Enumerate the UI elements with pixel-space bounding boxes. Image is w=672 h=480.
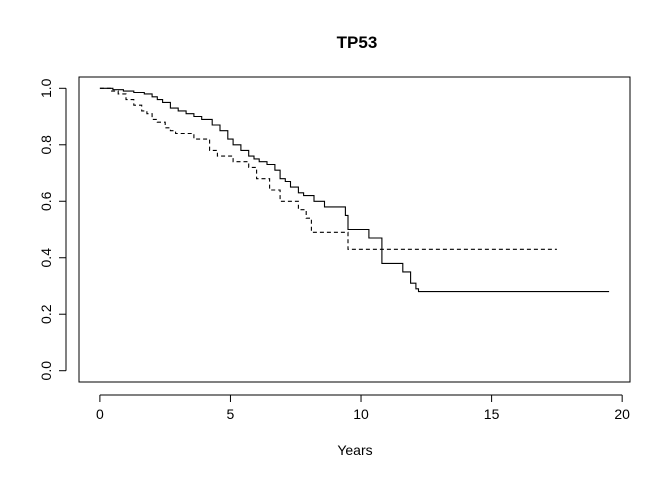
x-axis: 0 5 10 15 20 (96, 394, 630, 422)
y-tick-label: 0.2 (38, 304, 54, 324)
x-tick-label: 10 (353, 406, 369, 422)
survival-curve-solid (99, 87, 610, 293)
x-tick-label: 5 (227, 406, 235, 422)
series-layer (99, 87, 610, 293)
y-tick-label: 1.0 (38, 78, 54, 98)
y-tick-label: 0.6 (38, 191, 54, 211)
x-tick-label: 20 (614, 406, 630, 422)
x-tick-label: 15 (484, 406, 500, 422)
y-tick-label: 0.4 (38, 248, 54, 268)
y-tick-label: 0.0 (38, 361, 54, 381)
chart-title: TP53 (337, 33, 378, 52)
survival-curve-dashed (99, 87, 557, 250)
x-tick-label: 0 (96, 406, 104, 422)
y-axis: 0.0 0.2 0.4 0.6 0.8 1.0 (38, 78, 67, 381)
x-axis-label: Years (337, 442, 372, 458)
plot-frame (78, 76, 631, 383)
y-tick-label: 0.8 (38, 135, 54, 155)
